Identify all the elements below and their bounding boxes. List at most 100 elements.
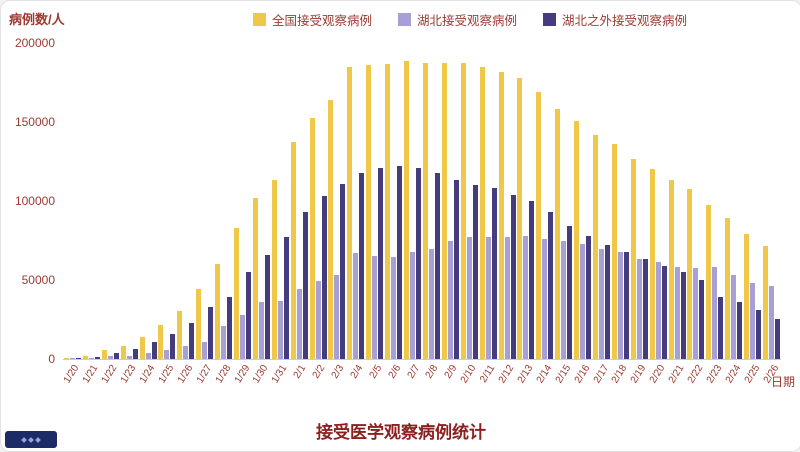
bar-hubei bbox=[372, 256, 378, 359]
bar-national bbox=[252, 198, 258, 359]
bar-hubei bbox=[410, 252, 416, 359]
bar-non-hubei bbox=[75, 358, 81, 359]
bar-hubei bbox=[636, 259, 642, 359]
bar-hubei bbox=[523, 236, 529, 359]
y-tick-label: 0 bbox=[48, 352, 55, 366]
bar-hubei bbox=[655, 262, 661, 359]
bar-national bbox=[196, 289, 202, 359]
bar-hubei bbox=[296, 289, 302, 359]
bar-hubei bbox=[712, 267, 718, 359]
legend-swatch-icon bbox=[253, 13, 266, 26]
y-tick-label: 200000 bbox=[14, 36, 55, 50]
bar-non-hubei bbox=[642, 259, 648, 359]
bar-hubei bbox=[277, 301, 283, 359]
legend-item-hubei: 湖北接受观察病例 bbox=[398, 10, 517, 29]
bar-hubei bbox=[693, 268, 699, 359]
bar-hubei bbox=[183, 346, 189, 359]
bar-hubei bbox=[617, 252, 623, 359]
bar-national bbox=[517, 78, 523, 359]
bar-non-hubei bbox=[453, 180, 459, 359]
bar-non-hubei bbox=[113, 353, 119, 359]
logo-watermark bbox=[5, 431, 57, 448]
bar-non-hubei bbox=[699, 280, 705, 359]
legend-label: 湖北接受观察病例 bbox=[417, 14, 518, 28]
legend-swatch-icon bbox=[543, 13, 557, 26]
bar-non-hubei bbox=[283, 237, 289, 359]
bar-hubei bbox=[466, 237, 472, 359]
bar-national bbox=[347, 67, 353, 359]
bar-national bbox=[687, 189, 693, 359]
diamond-icon bbox=[28, 436, 34, 443]
diamond-icon bbox=[21, 436, 27, 443]
y-tick-label: 100000 bbox=[14, 194, 55, 208]
bar-hubei bbox=[561, 241, 567, 359]
bar-non-hubei bbox=[510, 195, 516, 359]
bar-hubei bbox=[428, 249, 434, 359]
bar-non-hubei bbox=[416, 168, 422, 359]
bar-non-hubei bbox=[737, 302, 743, 359]
bar-national bbox=[328, 100, 334, 359]
bar-non-hubei bbox=[378, 168, 384, 359]
bar-hubei bbox=[258, 302, 264, 359]
bar-non-hubei bbox=[472, 185, 478, 359]
bar-non-hubei bbox=[548, 212, 554, 359]
bar-hubei bbox=[240, 315, 245, 359]
bar-non-hubei bbox=[340, 184, 346, 359]
legend-label: 湖北之外接受观察病例 bbox=[562, 14, 688, 28]
bar-hubei bbox=[769, 286, 775, 359]
bar-national bbox=[460, 63, 466, 359]
bar-hubei bbox=[315, 281, 321, 359]
bar-national bbox=[82, 356, 88, 359]
y-axis-ticks: 0 50000 100000 150000 200000 bbox=[1, 36, 55, 366]
bar-hubei bbox=[107, 356, 113, 359]
legend: 全国接受观察病例 湖北接受观察病例 湖北之外接受观察病例 bbox=[253, 10, 687, 29]
bar-non-hubei bbox=[151, 342, 157, 359]
bar-hubei bbox=[731, 275, 737, 359]
bar-national bbox=[215, 264, 221, 359]
x-axis-title: 日期 bbox=[770, 375, 795, 389]
bar-non-hubei bbox=[434, 173, 440, 359]
legend-swatch-icon bbox=[398, 13, 412, 26]
bar-non-hubei bbox=[680, 272, 686, 359]
bar-hubei bbox=[504, 237, 510, 359]
bar-national bbox=[555, 109, 561, 359]
bar-non-hubei bbox=[246, 272, 251, 359]
bar-non-hubei bbox=[756, 310, 762, 359]
bar-national bbox=[574, 121, 580, 359]
bar-hubei bbox=[580, 244, 586, 359]
bar-national bbox=[611, 144, 617, 359]
bar-national bbox=[763, 246, 769, 359]
bar-non-hubei bbox=[264, 255, 270, 359]
bar-national bbox=[385, 64, 391, 359]
bar-national bbox=[536, 92, 542, 359]
bar-non-hubei bbox=[397, 166, 403, 359]
legend-item-national: 全国接受观察病例 bbox=[253, 10, 372, 29]
bar-hubei bbox=[202, 342, 208, 359]
bar-national bbox=[706, 205, 712, 359]
bar-national bbox=[101, 350, 107, 359]
legend-item-non-hubei: 湖北之外接受观察病例 bbox=[543, 10, 687, 29]
bar-national bbox=[177, 311, 183, 359]
bar-national bbox=[649, 169, 655, 359]
bar-hubei bbox=[353, 253, 359, 359]
legend-label: 全国接受观察病例 bbox=[272, 14, 373, 28]
bar-hubei bbox=[69, 358, 75, 359]
bar-hubei bbox=[447, 241, 453, 359]
bar-national bbox=[158, 325, 164, 359]
bar-hubei bbox=[126, 356, 132, 359]
bar-non-hubei bbox=[132, 349, 138, 359]
bar-national bbox=[593, 135, 598, 359]
bar-hubei bbox=[88, 358, 94, 359]
bar-national bbox=[668, 180, 674, 359]
bar-non-hubei bbox=[491, 188, 497, 359]
bar-non-hubei bbox=[623, 252, 629, 359]
bar-national bbox=[309, 118, 315, 359]
bar-non-hubei bbox=[227, 297, 233, 359]
bar-national bbox=[366, 65, 372, 359]
bar-national bbox=[744, 234, 750, 359]
bar-national bbox=[725, 218, 731, 359]
bar-non-hubei bbox=[170, 334, 176, 359]
bar-non-hubei bbox=[586, 236, 592, 359]
bar-national bbox=[479, 67, 485, 359]
